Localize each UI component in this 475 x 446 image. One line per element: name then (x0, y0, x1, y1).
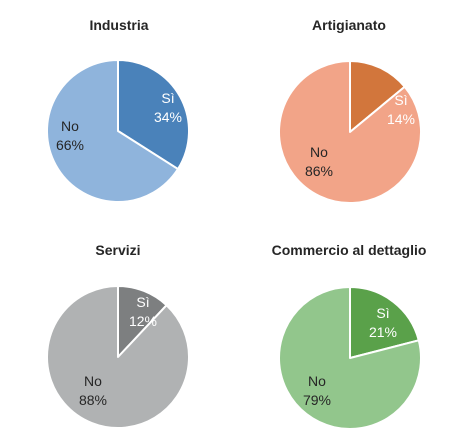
pie-slice-no (46, 59, 179, 203)
slice-category: No (308, 373, 326, 389)
slice-category: Sì (136, 294, 149, 310)
pie-chart-0: Industria Sì 34% No 66% (46, 17, 190, 203)
pie-slice-no (278, 60, 423, 204)
pie-slice-no (46, 285, 190, 429)
slice-label-si: Sì 12% (129, 294, 157, 329)
slice-category: No (310, 144, 328, 160)
slice-label-no: No 79% (303, 373, 331, 408)
slice-category: Sì (394, 92, 407, 108)
slice-label-no: No 66% (56, 118, 84, 153)
chart-title: Servizi (95, 242, 140, 258)
pie-chart-1: Artigianato Sì 14% No 86% (278, 17, 423, 204)
slice-label-si: Sì 34% (154, 90, 182, 125)
slice-category: Sì (376, 305, 389, 321)
pie-slice-si (349, 60, 406, 133)
pie-chart-3: Commercio al dettaglio Sì 21% No 79% (272, 242, 427, 430)
slice-label-no: No 86% (305, 144, 333, 179)
slice-percentage: 88% (79, 392, 107, 408)
slice-label-si: Sì 21% (369, 305, 397, 340)
slice-label-si: Sì 14% (387, 92, 415, 127)
chart-title: Commercio al dettaglio (272, 242, 427, 258)
slice-percentage: 21% (369, 324, 397, 340)
pie-slice-si (349, 286, 420, 359)
pie-chart-2: Servizi Sì 12% No 88% (46, 242, 190, 429)
slice-percentage: 14% (387, 111, 415, 127)
slice-percentage: 66% (56, 137, 84, 153)
chart-title: Industria (89, 17, 148, 33)
slice-category: No (61, 118, 79, 134)
slice-percentage: 79% (303, 392, 331, 408)
chart-title: Artigianato (312, 17, 386, 33)
slice-category: Sì (161, 90, 174, 106)
slice-label-no: No 88% (79, 373, 107, 408)
slice-percentage: 86% (305, 163, 333, 179)
pie-slice-no (278, 286, 422, 430)
slice-percentage: 12% (129, 313, 157, 329)
slice-category: No (84, 373, 102, 389)
slice-percentage: 34% (154, 109, 182, 125)
